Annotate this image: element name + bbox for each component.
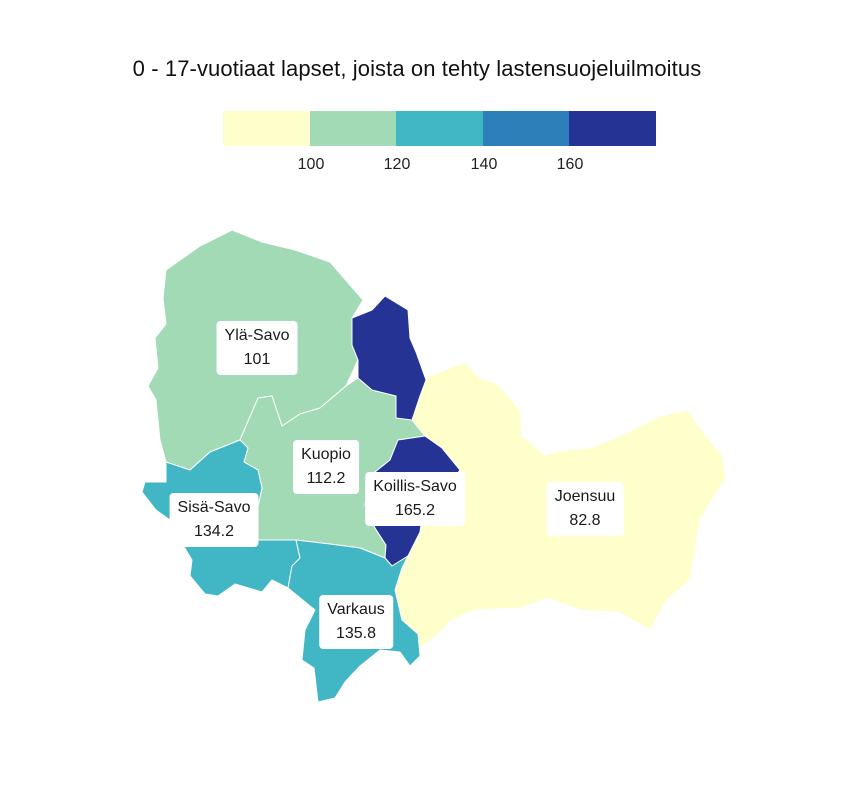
legend-tick-160: 160 bbox=[556, 156, 584, 173]
legend-tick-100: 100 bbox=[297, 156, 325, 173]
map-title: 0 - 17-vuotiaat lapset, joista on tehty … bbox=[132, 56, 702, 81]
label-sisa-savo-value: 134.2 bbox=[193, 523, 235, 540]
legend-swatch-4 bbox=[482, 111, 570, 146]
label-joensuu-value: 82.8 bbox=[569, 512, 601, 529]
label-kuopio: Kuopio 112.2 bbox=[293, 440, 359, 494]
label-koillis-savo-value: 165.2 bbox=[394, 502, 436, 519]
label-sisa-savo-name: Sisä-Savo bbox=[177, 499, 251, 516]
legend-swatch-5 bbox=[569, 111, 656, 146]
label-yla-savo-name: Ylä-Savo bbox=[224, 327, 290, 344]
legend-tick-120: 120 bbox=[383, 156, 411, 173]
legend-tick-140: 140 bbox=[470, 156, 498, 173]
label-kuopio-name: Kuopio bbox=[301, 446, 351, 463]
label-kuopio-value: 112.2 bbox=[306, 470, 346, 487]
label-joensuu-name: Joensuu bbox=[554, 488, 616, 505]
label-yla-savo-value: 101 bbox=[243, 351, 271, 368]
label-varkaus-name: Varkaus bbox=[327, 601, 385, 618]
label-varkaus: Varkaus 135.8 bbox=[319, 595, 393, 649]
label-sisa-savo: Sisä-Savo 134.2 bbox=[169, 493, 259, 547]
label-joensuu: Joensuu 82.8 bbox=[546, 482, 624, 536]
label-yla-savo: Ylä-Savo 101 bbox=[216, 321, 298, 375]
legend-swatch-2 bbox=[309, 111, 397, 146]
label-koillis-savo-name: Koillis-Savo bbox=[373, 478, 457, 495]
legend-swatch-3 bbox=[396, 111, 483, 146]
label-koillis-savo: Koillis-Savo 165.2 bbox=[365, 472, 465, 526]
label-varkaus-value: 135.8 bbox=[335, 625, 377, 642]
color-legend bbox=[223, 111, 656, 147]
legend-swatch-1 bbox=[223, 111, 310, 146]
